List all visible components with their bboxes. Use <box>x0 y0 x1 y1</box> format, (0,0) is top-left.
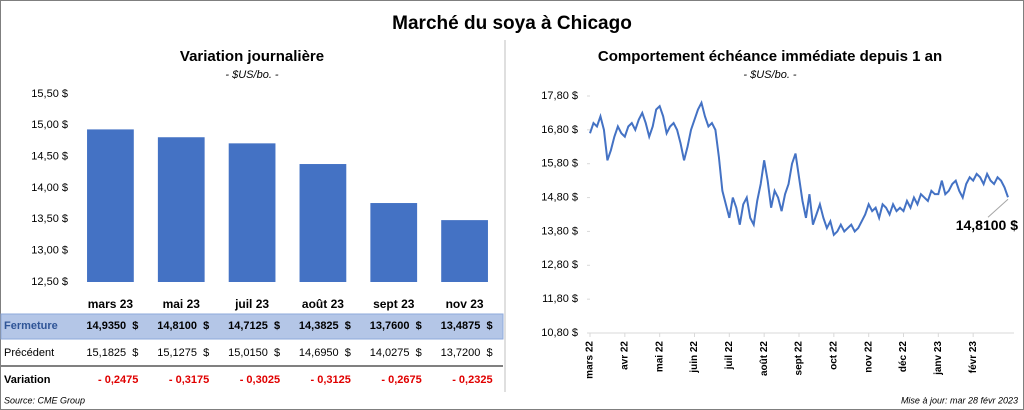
price-line <box>589 99 1009 237</box>
y-tick-label: 17,80 $ <box>541 90 578 102</box>
bar <box>299 164 347 282</box>
y-tick-label: 13,50 $ <box>31 213 68 225</box>
bar-subtitle: - $US/bo. - <box>225 69 279 81</box>
bar <box>228 143 276 282</box>
x-tick-label: juil 22 <box>724 341 735 371</box>
table-cell: 14,6950 $ <box>299 347 351 359</box>
x-tick-label: mai 23 <box>163 297 201 311</box>
annotation: 14,8100 $ <box>956 217 1018 233</box>
x-tick-label: août 22 <box>759 341 770 376</box>
x-tick-label: oct 22 <box>828 341 839 370</box>
bar <box>87 129 134 282</box>
table-cell: 15,0150 $ <box>228 347 280 359</box>
line-subtitle: - $US/bo. - <box>743 69 797 81</box>
y-tick-label: 13,00 $ <box>31 245 68 257</box>
row-label: Fermeture <box>4 320 58 332</box>
y-tick-label: 14,00 $ <box>31 182 68 194</box>
y-tick-label: 15,00 $ <box>31 119 68 131</box>
y-tick-label: 14,80 $ <box>541 191 578 203</box>
row-label: Précédent <box>4 347 54 359</box>
x-tick-label: janv 23 <box>933 341 944 376</box>
table-cell: 14,7125 $ <box>228 320 280 332</box>
y-tick-label: 15,80 $ <box>541 158 578 170</box>
annotation-leader <box>987 198 1009 218</box>
y-tick-label: 15,50 $ <box>31 88 68 100</box>
table-cell: 15,1275 $ <box>157 347 209 359</box>
bar <box>157 137 205 282</box>
y-tick-label: 11,80 $ <box>542 293 578 305</box>
source: Source: CME Group <box>4 395 85 405</box>
table-cell: 15,1825 $ <box>86 347 138 359</box>
row-label: Variation <box>4 374 51 386</box>
table-cell: - 0,3125 <box>311 374 351 386</box>
table-cell: - 0,3175 <box>169 374 209 386</box>
x-tick-label: juil 23 <box>234 297 269 311</box>
updated: Mise à jour: mar 28 févr 2023 <box>901 395 1018 405</box>
x-tick-label: mars 23 <box>88 297 134 311</box>
table-cell: - 0,2675 <box>381 374 421 386</box>
x-tick-label: juin 22 <box>689 341 700 374</box>
x-tick-label: nov 22 <box>863 341 874 373</box>
x-tick-label: avr 22 <box>619 341 630 370</box>
table-cell: - 0,3025 <box>240 374 280 386</box>
x-tick-label: févr 23 <box>968 341 979 374</box>
table-cell: 14,9350 $ <box>86 320 138 332</box>
bar <box>441 220 488 282</box>
table-highlight <box>0 313 504 340</box>
line-title: Comportement échéance immédiate depuis 1… <box>598 48 942 65</box>
y-tick-label: 12,50 $ <box>31 276 68 288</box>
x-tick-label: août 23 <box>302 297 344 311</box>
table-cell: 14,0275 $ <box>370 347 422 359</box>
y-tick-label: 14,50 $ <box>31 151 68 163</box>
x-tick-label: déc 22 <box>898 341 909 373</box>
table-cell: 13,4875 $ <box>441 320 493 332</box>
x-tick-label: mai 22 <box>654 341 665 373</box>
table-cell: 13,7600 $ <box>370 320 422 332</box>
y-tick-label: 16,80 $ <box>541 124 578 136</box>
page-title: Marché du soya à Chicago <box>392 13 632 34</box>
table-cell: - 0,2475 <box>98 374 138 386</box>
x-tick-label: sept 22 <box>794 341 805 376</box>
table-cell: - 0,2325 <box>452 374 492 386</box>
bar-title: Variation journalière <box>180 48 324 65</box>
y-tick-label: 10,80 $ <box>541 327 578 339</box>
y-tick-label: 12,80 $ <box>541 259 578 271</box>
x-tick-label: nov 23 <box>446 297 484 311</box>
x-tick-label: mars 22 <box>585 341 596 379</box>
x-tick-label: sept 23 <box>373 297 415 311</box>
bar <box>370 203 418 282</box>
y-tick-label: 13,80 $ <box>541 225 578 237</box>
table-cell: 14,8100 $ <box>157 320 209 332</box>
table-cell: 14,3825 $ <box>299 320 351 332</box>
table-cell: 13,7200 $ <box>441 347 493 359</box>
